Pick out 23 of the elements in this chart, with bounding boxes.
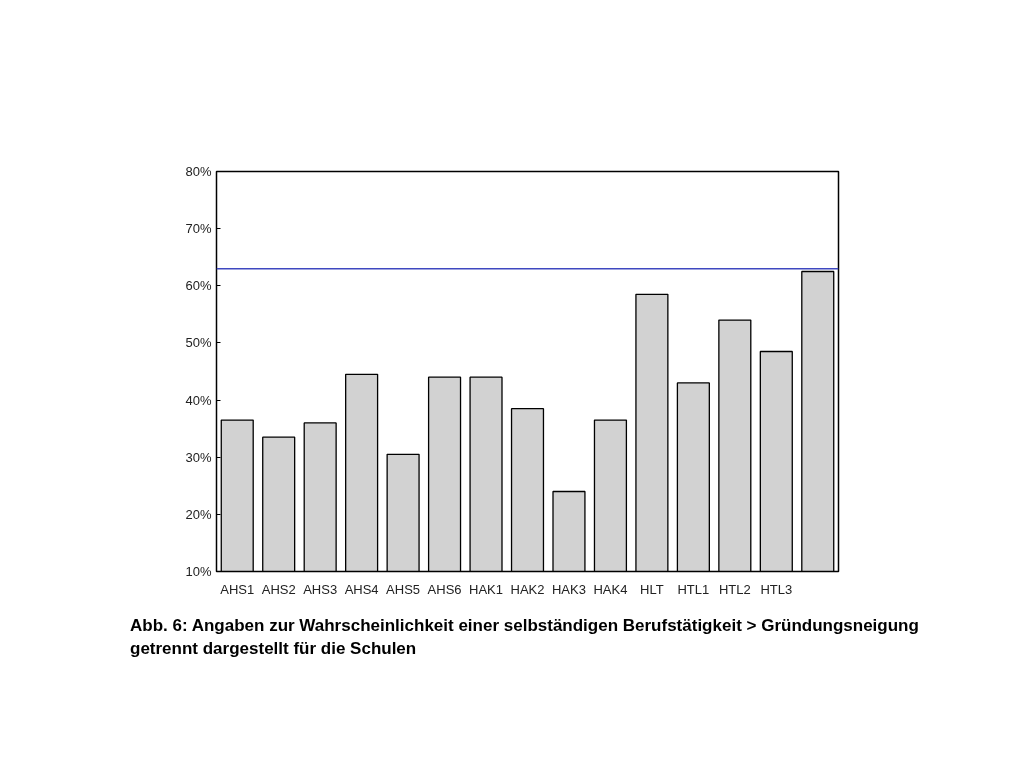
x-tick-label: AHS4 [344,581,379,597]
y-tick-label: 50% [185,335,212,351]
x-tick-label: HTL1 [677,581,710,597]
x-tick-label: HTL3 [760,581,793,597]
y-tick-label: 10% [185,564,212,579]
x-tick-label: HAK1 [469,581,504,597]
x-tick-label: AHS6 [427,581,462,597]
x-tick-label: HAK4 [593,581,628,597]
y-tick-label: 40% [185,392,212,408]
x-tick-label: AHS3 [303,581,338,597]
x-tick-label: HAK2 [510,581,545,597]
y-tick-label: 80% [185,164,212,179]
y-tick-label: 60% [185,278,212,294]
x-tick-label: AHS5 [386,581,421,597]
x-tick-label: HTL2 [718,581,751,597]
y-tick-label: 70% [185,221,212,237]
y-tick-label: 20% [185,506,212,522]
caption: Abb. 6: Angaben zur Wahrscheinlichkeit einer selbständigen Berufstätigkeit > Gründungsneigung getrennt dargestellt für die Schulen [130,615,920,660]
x-tick-label: AHS1 [220,581,255,597]
x-tick-label: AHS2 [261,581,296,597]
x-tick-label: HAK3 [551,581,586,597]
x-tick-label: HLT [640,581,664,597]
y-tick-label: 30% [185,449,212,465]
